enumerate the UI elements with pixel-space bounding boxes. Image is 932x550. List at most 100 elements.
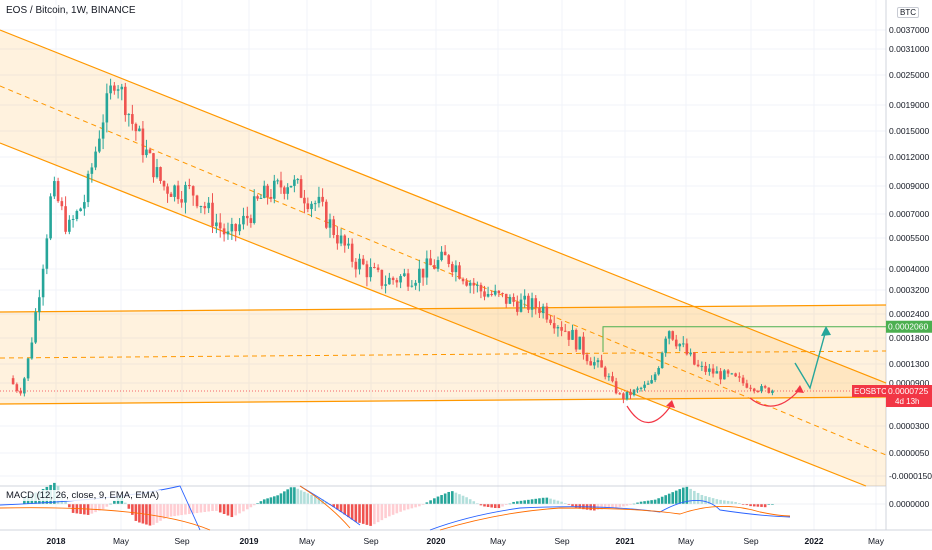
- candle-body: [53, 181, 56, 197]
- candle-body: [530, 298, 534, 310]
- candle-body: [365, 264, 369, 278]
- candle-body: [603, 367, 607, 377]
- macd-bar-79: [299, 490, 303, 504]
- candle-94: [354, 258, 358, 278]
- candle-body: [79, 208, 82, 212]
- macd-bar-107: [403, 504, 406, 511]
- price-tick-label-2: 0.0025000: [889, 70, 929, 80]
- macd-bar-52: [203, 504, 207, 513]
- macd-bar-119: [447, 491, 451, 504]
- candle-89: [336, 226, 339, 250]
- macd-bar-177: [657, 498, 660, 504]
- candle-15: [68, 215, 71, 235]
- candle-body: [512, 296, 515, 302]
- candle-188: [696, 359, 700, 368]
- macd-bar-192: [711, 498, 715, 504]
- candle-61: [238, 218, 241, 236]
- candles-layer: [11, 78, 774, 404]
- macd-bar-48: [188, 504, 191, 515]
- candle-67: [259, 194, 263, 199]
- macd-bar-98: [369, 504, 372, 526]
- candle-body: [563, 330, 567, 332]
- candle-109: [410, 280, 414, 288]
- candle-body: [519, 299, 523, 312]
- macd-bar-139: [519, 500, 523, 504]
- macd-bar-76: [289, 487, 293, 504]
- macd-bar-103: [388, 504, 391, 517]
- candle-body: [266, 185, 269, 197]
- candle-body: [589, 361, 592, 366]
- macd-bar-175: [650, 500, 653, 504]
- macd-bar-81: [306, 493, 310, 504]
- candle-body: [86, 173, 90, 203]
- macd-bar-92: [347, 504, 350, 518]
- macd-bar-167: [622, 504, 625, 507]
- candle-body: [433, 265, 436, 269]
- macd-bar-190: [704, 496, 707, 504]
- candle-body: [403, 273, 406, 277]
- candle-136: [508, 294, 512, 305]
- candle-12: [56, 177, 60, 203]
- macd-bar-54: [211, 504, 214, 511]
- candle-body: [611, 376, 614, 382]
- macd-bar-77: [293, 487, 296, 504]
- macd-bar-67: [259, 501, 263, 504]
- candle-body: [293, 179, 296, 186]
- macd-bar-115: [433, 498, 436, 504]
- candle-138: [515, 295, 519, 316]
- candle-101: [380, 269, 384, 290]
- candle-120: [451, 261, 454, 277]
- price-tick-label-9: 0.0004000: [889, 264, 929, 274]
- candle-body: [71, 219, 75, 221]
- candle-body: [451, 264, 454, 273]
- macd-bar-144: [538, 498, 541, 504]
- candle-body: [534, 298, 538, 308]
- macd-bar-47: [184, 504, 187, 515]
- currency-badge[interactable]: BTC: [897, 7, 919, 18]
- candle-34: [138, 125, 141, 132]
- macd-bar-80: [303, 491, 306, 504]
- candle-body: [578, 336, 582, 350]
- candle-151: [563, 324, 567, 333]
- macd-bar-149: [556, 500, 560, 504]
- target-price-tag: 0.0002060: [888, 322, 928, 332]
- candle-36: [145, 139, 148, 158]
- macd-bar-57: [222, 504, 226, 514]
- macd-bar-188: [696, 492, 700, 504]
- candle-168: [625, 391, 629, 401]
- candle-body: [361, 258, 365, 265]
- macd-bar-89: [336, 504, 339, 510]
- candle-0: [11, 375, 15, 385]
- candle-body: [138, 128, 141, 132]
- macd-bar-205: [760, 504, 763, 507]
- candle-body: [373, 266, 376, 268]
- candle-193: [715, 366, 719, 374]
- candle-105: [395, 277, 399, 288]
- macd-bar-116: [436, 496, 440, 504]
- candle-126: [472, 278, 476, 294]
- macd-bar-130: [486, 504, 490, 507]
- projection-arrow-path: [794, 329, 827, 390]
- candle-10: [49, 193, 52, 241]
- price-tick-label-14: 0.0000900: [889, 378, 929, 388]
- macd-bar-133: [497, 504, 501, 509]
- candle-body: [30, 342, 34, 359]
- candle-68: [262, 180, 266, 199]
- time-tick-label-10: May: [678, 536, 695, 546]
- candle-body: [195, 195, 199, 207]
- macd-bar-14: [64, 500, 67, 504]
- macd-bar-102: [384, 504, 387, 519]
- candle-13: [60, 197, 64, 211]
- candle-132: [493, 284, 497, 297]
- candle-body: [113, 85, 116, 91]
- candle-body: [399, 276, 402, 283]
- macd-bar-187: [693, 490, 696, 504]
- candle-body: [166, 186, 169, 194]
- candle-body: [109, 85, 112, 94]
- candle-72: [276, 178, 279, 185]
- candle-body: [600, 360, 603, 368]
- candle-46: [180, 191, 183, 208]
- macd-bar-66: [256, 503, 259, 505]
- candle-body: [479, 284, 483, 292]
